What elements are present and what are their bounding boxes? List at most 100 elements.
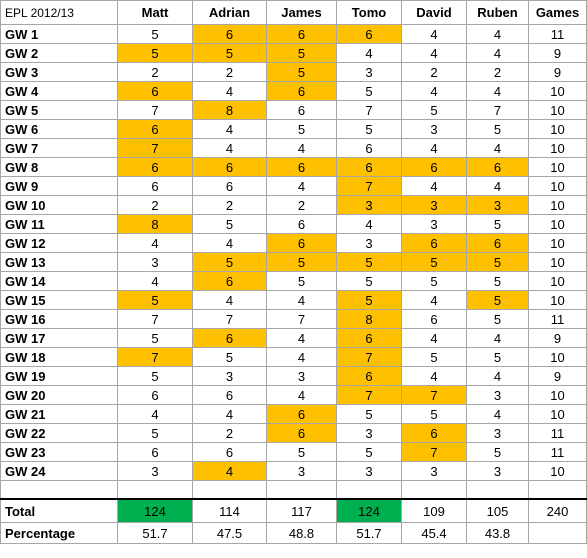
- percentage-label[interactable]: Percentage: [0, 522, 118, 544]
- score-cell[interactable]: 10: [528, 138, 587, 158]
- score-cell[interactable]: 4: [466, 404, 529, 424]
- score-cell[interactable]: 2: [192, 423, 267, 443]
- column-header[interactable]: Ruben: [466, 0, 529, 25]
- score-cell[interactable]: 5: [466, 290, 529, 310]
- score-cell[interactable]: 6: [192, 176, 267, 196]
- score-cell[interactable]: 4: [401, 138, 467, 158]
- score-cell[interactable]: 6: [336, 366, 402, 386]
- score-cell[interactable]: 6: [192, 271, 267, 291]
- row-label[interactable]: GW 13: [0, 252, 118, 272]
- score-cell[interactable]: 11: [528, 442, 587, 462]
- score-cell[interactable]: 2: [401, 62, 467, 82]
- empty-cell[interactable]: [466, 480, 529, 500]
- empty-cell[interactable]: [0, 480, 118, 500]
- score-cell[interactable]: 2: [466, 62, 529, 82]
- percentage-cell[interactable]: 45.4: [401, 522, 467, 544]
- score-cell[interactable]: 6: [401, 233, 467, 253]
- score-cell[interactable]: 5: [336, 404, 402, 424]
- score-cell[interactable]: 5: [336, 252, 402, 272]
- row-label[interactable]: GW 19: [0, 366, 118, 386]
- score-cell[interactable]: 10: [528, 195, 587, 215]
- score-cell[interactable]: 5: [466, 347, 529, 367]
- percentage-cell[interactable]: 51.7: [117, 522, 193, 544]
- score-cell[interactable]: 5: [401, 271, 467, 291]
- score-cell[interactable]: 7: [401, 385, 467, 405]
- row-label[interactable]: GW 8: [0, 157, 118, 177]
- row-label[interactable]: GW 22: [0, 423, 118, 443]
- score-cell[interactable]: 10: [528, 347, 587, 367]
- score-cell[interactable]: 5: [266, 62, 337, 82]
- score-cell[interactable]: 8: [336, 309, 402, 329]
- score-cell[interactable]: 2: [117, 62, 193, 82]
- score-cell[interactable]: 10: [528, 119, 587, 139]
- score-cell[interactable]: 2: [117, 195, 193, 215]
- percentage-cell[interactable]: [528, 522, 587, 544]
- score-cell[interactable]: 5: [117, 328, 193, 348]
- score-cell[interactable]: 11: [528, 423, 587, 443]
- score-cell[interactable]: 6: [117, 442, 193, 462]
- score-cell[interactable]: 5: [192, 43, 267, 63]
- score-cell[interactable]: 7: [117, 138, 193, 158]
- score-cell[interactable]: 3: [401, 214, 467, 234]
- score-cell[interactable]: 6: [117, 157, 193, 177]
- row-label[interactable]: GW 24: [0, 461, 118, 481]
- row-label[interactable]: GW 1: [0, 24, 118, 44]
- score-cell[interactable]: 3: [466, 385, 529, 405]
- score-cell[interactable]: 5: [266, 43, 337, 63]
- score-cell[interactable]: 6: [336, 328, 402, 348]
- score-cell[interactable]: 10: [528, 271, 587, 291]
- score-cell[interactable]: 5: [336, 119, 402, 139]
- score-cell[interactable]: 10: [528, 252, 587, 272]
- score-cell[interactable]: 7: [336, 100, 402, 120]
- row-label[interactable]: GW 10: [0, 195, 118, 215]
- row-label[interactable]: GW 20: [0, 385, 118, 405]
- score-cell[interactable]: 4: [192, 138, 267, 158]
- score-cell[interactable]: 5: [266, 252, 337, 272]
- score-cell[interactable]: 8: [192, 100, 267, 120]
- score-cell[interactable]: 6: [117, 81, 193, 101]
- percentage-cell[interactable]: 47.5: [192, 522, 267, 544]
- score-cell[interactable]: 5: [336, 442, 402, 462]
- row-label[interactable]: GW 14: [0, 271, 118, 291]
- score-cell[interactable]: 7: [266, 309, 337, 329]
- score-cell[interactable]: 5: [336, 290, 402, 310]
- score-cell[interactable]: 4: [266, 328, 337, 348]
- row-label[interactable]: GW 15: [0, 290, 118, 310]
- score-cell[interactable]: 6: [336, 24, 402, 44]
- column-header[interactable]: Adrian: [192, 0, 267, 25]
- score-cell[interactable]: 5: [266, 271, 337, 291]
- score-cell[interactable]: 3: [266, 461, 337, 481]
- score-cell[interactable]: 3: [401, 461, 467, 481]
- empty-cell[interactable]: [528, 480, 587, 500]
- score-cell[interactable]: 5: [401, 100, 467, 120]
- score-cell[interactable]: 9: [528, 43, 587, 63]
- score-cell[interactable]: 6: [192, 328, 267, 348]
- score-cell[interactable]: 4: [466, 81, 529, 101]
- row-label[interactable]: GW 7: [0, 138, 118, 158]
- score-cell[interactable]: 10: [528, 214, 587, 234]
- score-cell[interactable]: 4: [192, 404, 267, 424]
- score-cell[interactable]: 4: [401, 81, 467, 101]
- score-cell[interactable]: 7: [401, 442, 467, 462]
- score-cell[interactable]: 10: [528, 385, 587, 405]
- score-cell[interactable]: 9: [528, 62, 587, 82]
- score-cell[interactable]: 4: [466, 43, 529, 63]
- score-cell[interactable]: 5: [192, 252, 267, 272]
- score-cell[interactable]: 7: [336, 385, 402, 405]
- empty-cell[interactable]: [336, 480, 402, 500]
- row-label[interactable]: GW 12: [0, 233, 118, 253]
- score-cell[interactable]: 3: [117, 252, 193, 272]
- score-cell[interactable]: 5: [336, 81, 402, 101]
- score-cell[interactable]: 5: [466, 442, 529, 462]
- score-cell[interactable]: 4: [336, 43, 402, 63]
- score-cell[interactable]: 6: [192, 385, 267, 405]
- score-cell[interactable]: 6: [336, 138, 402, 158]
- score-cell[interactable]: 6: [117, 119, 193, 139]
- score-cell[interactable]: 5: [401, 252, 467, 272]
- score-cell[interactable]: 4: [117, 233, 193, 253]
- score-cell[interactable]: 6: [117, 176, 193, 196]
- score-cell[interactable]: 4: [466, 366, 529, 386]
- row-label[interactable]: GW 16: [0, 309, 118, 329]
- score-cell[interactable]: 6: [336, 157, 402, 177]
- total-cell[interactable]: 109: [401, 498, 467, 523]
